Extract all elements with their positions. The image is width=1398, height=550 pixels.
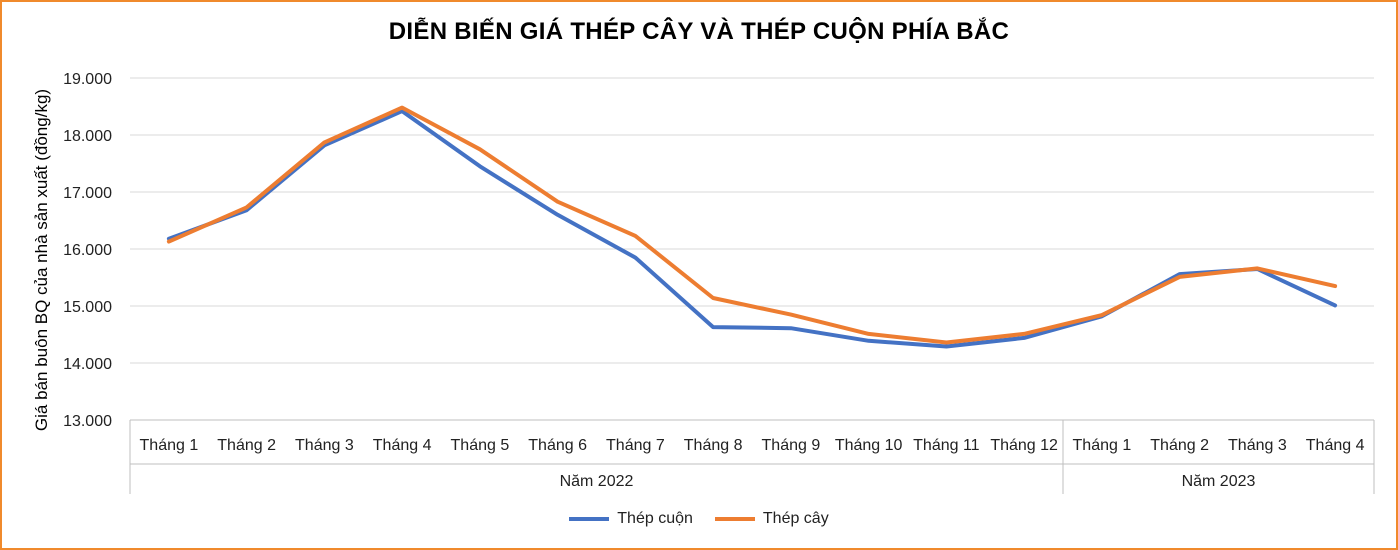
x-tick-label: Tháng 7: [606, 437, 665, 454]
category-axis: Tháng 1 Tháng 2 Tháng 3 Tháng 4 Tháng 5 Tháng…: [129, 419, 1375, 494]
x-tick-label: Tháng 9: [762, 437, 821, 454]
y-tick-label: 18.000: [63, 128, 112, 145]
x-tick-label: Tháng 2: [1150, 437, 1209, 454]
legend-label: Thép cây: [762, 510, 829, 527]
legend-item: Thép cây: [714, 510, 829, 528]
x-tick-label: Tháng 10: [835, 437, 903, 454]
x-tick-label: Tháng 8: [684, 437, 743, 454]
x-group-label: Năm 2022: [560, 473, 634, 490]
legend: Thép cuộn Thép cây: [2, 510, 1396, 528]
x-group-label: Năm 2023: [1182, 473, 1256, 490]
x-tick-label: Tháng 2: [217, 437, 276, 454]
x-tick-label: Tháng 5: [451, 437, 510, 454]
x-tick-label: Tháng 3: [1228, 437, 1287, 454]
gridlines: [130, 77, 1374, 421]
legend-swatch: [569, 517, 610, 521]
legend-label: Thép cuộn: [617, 510, 693, 527]
x-tick-label: Tháng 11: [913, 437, 980, 454]
y-tick-label: 19.000: [63, 71, 112, 88]
y-tick-label: 13.000: [63, 413, 112, 430]
legend-swatch: [714, 517, 755, 521]
x-tick-label: Tháng 12: [990, 437, 1058, 454]
x-tick-label: Tháng 1: [1073, 437, 1132, 454]
y-tick-labels: 13.000 14.000 15.000 16.000 17.000 18.000 19.0…: [63, 71, 112, 430]
series-lines: [166, 105, 1338, 349]
series-line: [166, 105, 1338, 345]
x-tick-label: Tháng 3: [295, 437, 354, 454]
x-tick-label: Tháng 4: [1306, 437, 1365, 454]
y-tick-label: 14.000: [63, 356, 112, 373]
chart-title: DIỄN BIẾN GIÁ THÉP CÂY VÀ THÉP CUỘN PHÍA…: [388, 18, 1010, 45]
y-tick-label: 17.000: [63, 185, 112, 202]
legend-item: Thép cuộn: [569, 510, 693, 528]
x-tick-label: Tháng 1: [140, 437, 199, 454]
y-tick-label: 16.000: [63, 242, 112, 259]
x-tick-label: Tháng 4: [373, 437, 432, 454]
y-tick-label: 15.000: [63, 299, 112, 316]
x-tick-label: Tháng 6: [528, 437, 587, 454]
series-line: [166, 109, 1338, 349]
